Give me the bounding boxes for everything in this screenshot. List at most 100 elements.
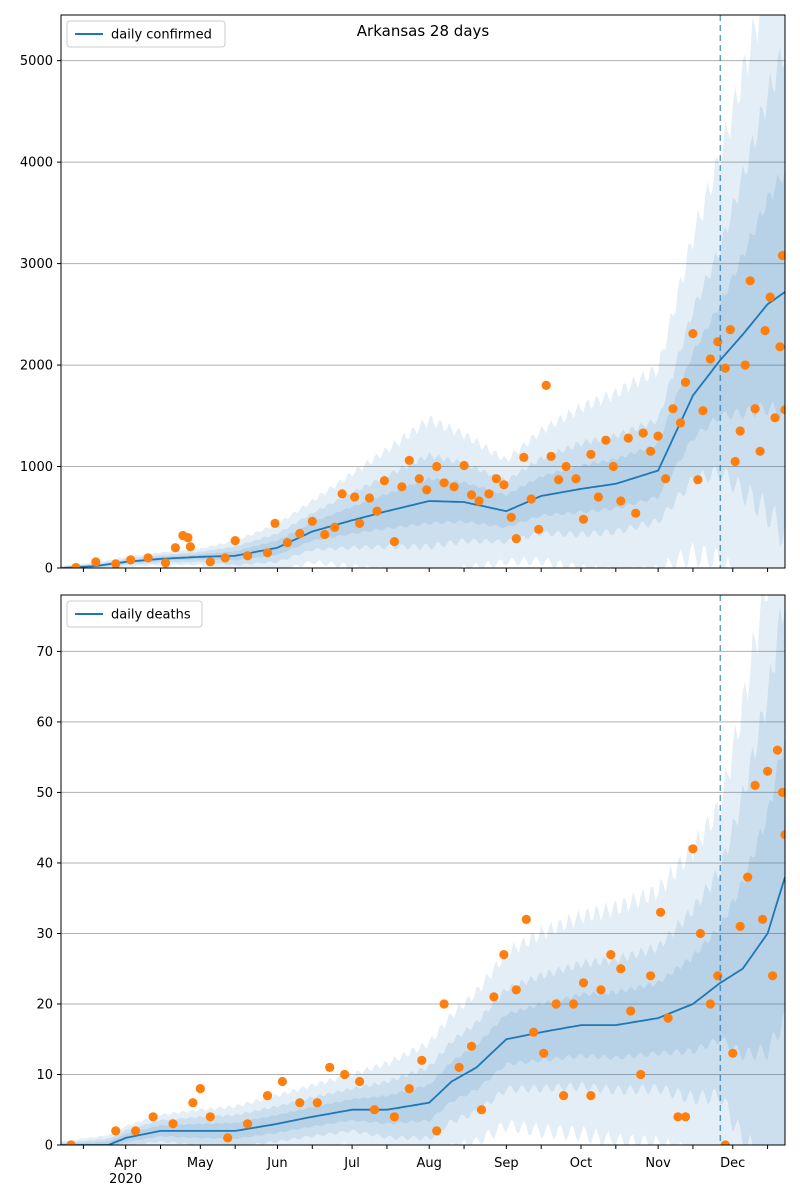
observed-point	[439, 999, 449, 1009]
observed-point	[262, 1091, 273, 1101]
observed-point	[91, 557, 101, 567]
observed-point	[111, 559, 121, 568]
observed-point	[539, 1048, 549, 1058]
observed-point	[735, 921, 745, 932]
plot-area	[61, 15, 785, 568]
observed-point	[111, 1126, 121, 1136]
observed-point	[474, 496, 484, 506]
observed-point	[325, 1062, 335, 1072]
observed-point	[521, 914, 531, 925]
x-tick-label: Oct	[570, 1156, 592, 1171]
x-tick-label: Jul	[343, 1156, 360, 1171]
plot-area	[61, 595, 785, 1145]
observed-point	[768, 971, 778, 981]
observed-point	[307, 516, 317, 526]
observed-point	[131, 1126, 141, 1136]
observed-point	[243, 1119, 253, 1129]
observed-point	[414, 474, 424, 484]
x-tick-label: Dec	[720, 1156, 745, 1171]
observed-point	[417, 1055, 427, 1065]
x-tick-sublabel: 2020	[109, 1172, 142, 1187]
x-tick-label: Jun	[266, 1156, 287, 1171]
observed-point	[646, 971, 656, 981]
observed-point	[364, 493, 375, 503]
observed-point	[772, 745, 783, 755]
observed-point	[755, 446, 765, 456]
uncertainty-band-mid	[61, 606, 785, 1145]
y-tick-label: 0	[45, 562, 53, 577]
observed-point	[616, 496, 626, 506]
observed-point	[720, 1140, 730, 1145]
observed-point	[636, 1069, 646, 1080]
observed-point	[561, 461, 571, 472]
observed-point	[449, 482, 459, 492]
uncertainty-band-inner	[61, 167, 785, 568]
observed-point	[546, 451, 556, 461]
legend-label: daily deaths	[111, 608, 191, 623]
observed-point	[705, 354, 716, 364]
chart-panel-1: 0 1000 2000 3000 4000 5000 Arkansas 28 days dai…	[20, 14, 786, 577]
observed-point	[608, 461, 618, 472]
y-tick-label: 50	[36, 786, 53, 801]
observed-point	[631, 508, 641, 518]
observed-point	[195, 1084, 205, 1094]
observed-point	[459, 460, 469, 471]
observed-point	[511, 534, 521, 544]
observed-point	[656, 907, 666, 917]
x-tick-label: Aug	[417, 1156, 442, 1171]
observed-point	[312, 1098, 322, 1108]
observed-point	[355, 1076, 365, 1087]
axes-frame	[60, 14, 786, 569]
observed-point	[763, 766, 773, 776]
y-tick-label: 3000	[20, 257, 53, 272]
observed-point	[663, 1013, 673, 1023]
observed-point	[432, 461, 442, 472]
observed-point	[160, 558, 171, 568]
observed-point	[148, 1112, 158, 1122]
y-tick-label: 2000	[20, 359, 53, 374]
observed-point	[750, 780, 760, 791]
observed-point	[673, 1112, 683, 1122]
observed-point	[432, 1126, 442, 1136]
observed-point	[337, 489, 347, 499]
observed-point	[223, 1133, 233, 1143]
observed-point	[623, 433, 633, 443]
observed-point	[551, 999, 561, 1009]
y-tick-label: 70	[36, 645, 53, 660]
observed-point	[491, 474, 501, 484]
observed-point	[484, 489, 494, 499]
observed-point	[476, 1105, 487, 1115]
observed-point	[526, 494, 536, 504]
observed-point	[422, 485, 432, 495]
observed-point	[340, 1069, 350, 1080]
observed-point	[126, 555, 136, 565]
observed-point	[758, 914, 768, 925]
observed-point	[730, 456, 740, 467]
observed-point	[760, 326, 770, 336]
observed-point	[601, 435, 611, 445]
observed-point	[661, 474, 671, 484]
observed-point	[559, 1091, 569, 1101]
observed-point	[529, 1027, 539, 1037]
observed-point	[295, 1098, 305, 1108]
observed-point	[646, 446, 656, 456]
observed-point	[295, 528, 305, 539]
y-tick-label: 4000	[20, 156, 53, 171]
observed-point	[205, 557, 215, 567]
observed-point	[750, 404, 760, 414]
observed-point	[499, 950, 509, 960]
observed-point	[680, 1112, 691, 1122]
observed-point	[506, 512, 516, 522]
observed-point	[777, 250, 785, 261]
observed-point	[606, 950, 616, 960]
observed-point	[404, 1084, 414, 1094]
observed-point	[205, 1112, 215, 1122]
observed-point	[745, 276, 755, 286]
observed-point	[282, 538, 292, 548]
legend-label: daily confirmed	[111, 28, 212, 43]
observed-point	[735, 426, 745, 436]
observed-point	[616, 964, 626, 974]
observed-point	[372, 506, 382, 516]
observed-point	[688, 844, 698, 854]
observed-point	[638, 428, 648, 438]
